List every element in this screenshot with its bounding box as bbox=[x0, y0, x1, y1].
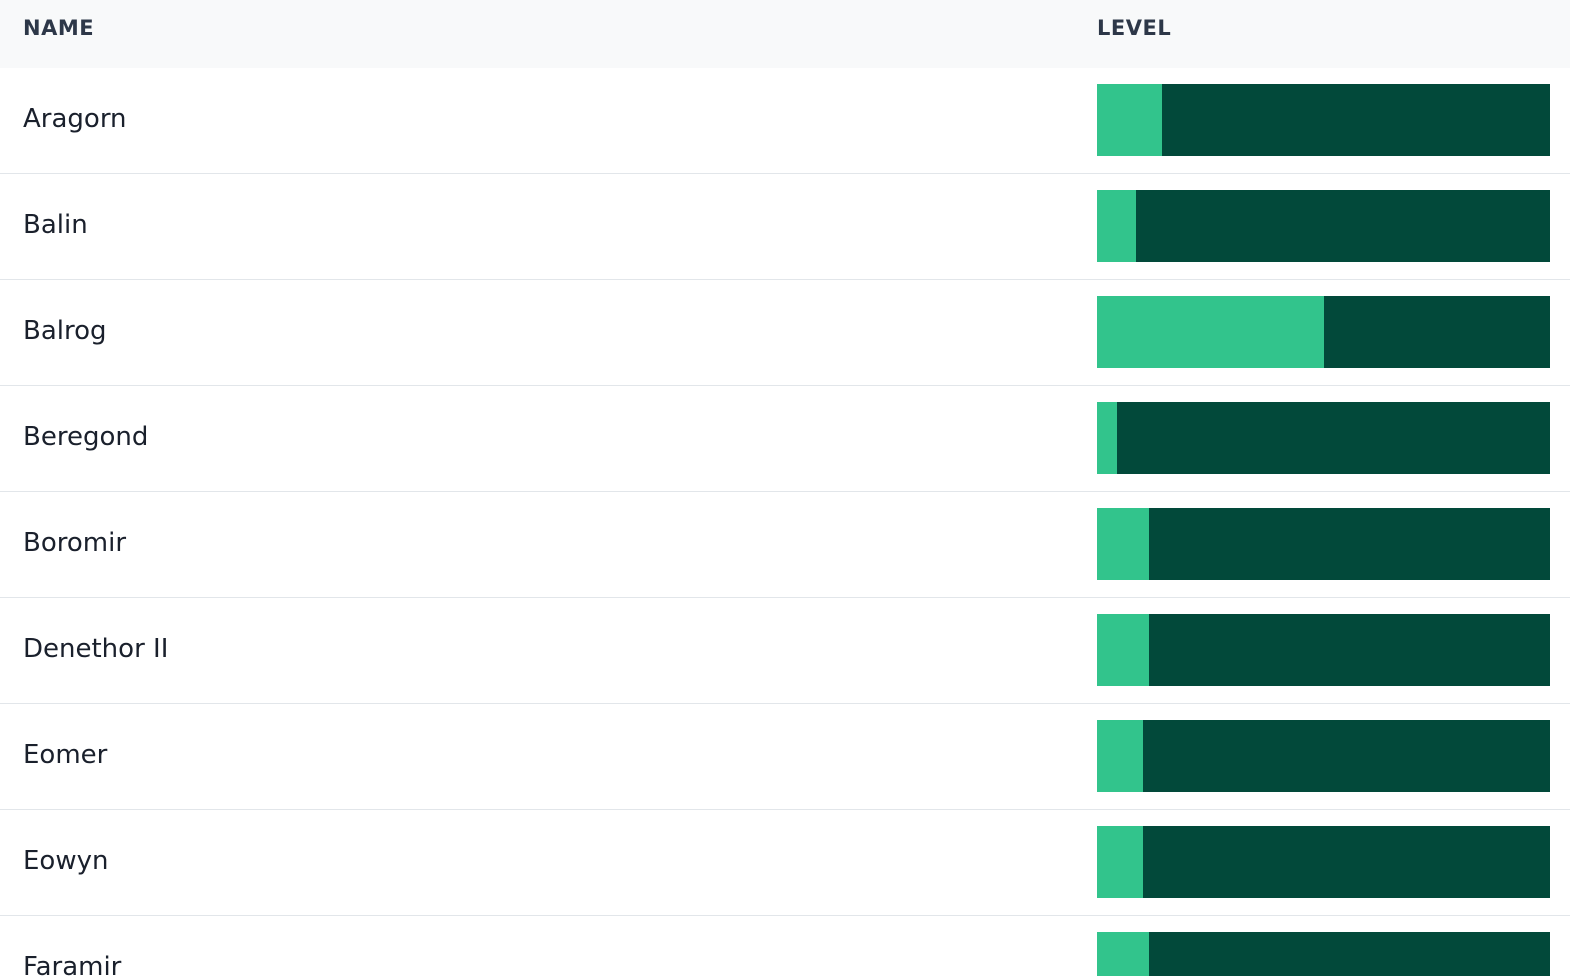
level-bar-fill bbox=[1097, 720, 1143, 792]
level-bar bbox=[1097, 826, 1550, 898]
table-header: NAME LEVEL bbox=[0, 0, 1570, 68]
table-body: Aragorn Balin Balrog Beregond Boromir Denetho… bbox=[0, 68, 1570, 976]
character-name: Boromir bbox=[23, 492, 126, 594]
table-row[interactable]: Balin bbox=[0, 174, 1570, 280]
table-row[interactable]: Balrog bbox=[0, 280, 1570, 386]
level-bar-fill bbox=[1097, 402, 1117, 474]
column-header-level[interactable]: LEVEL bbox=[1097, 0, 1171, 56]
level-bar-fill bbox=[1097, 84, 1162, 156]
level-bar-fill bbox=[1097, 508, 1149, 580]
table-row[interactable]: Eomer bbox=[0, 704, 1570, 810]
level-bar-fill bbox=[1097, 296, 1324, 368]
character-name: Balin bbox=[23, 174, 88, 276]
level-bar-fill bbox=[1097, 614, 1149, 686]
character-name: Eowyn bbox=[23, 810, 108, 912]
character-name: Balrog bbox=[23, 280, 107, 382]
level-bar bbox=[1097, 720, 1550, 792]
column-header-name[interactable]: NAME bbox=[23, 0, 94, 56]
level-bar bbox=[1097, 84, 1550, 156]
character-name: Denethor II bbox=[23, 598, 168, 700]
level-bar-fill bbox=[1097, 932, 1149, 976]
table-row[interactable]: Beregond bbox=[0, 386, 1570, 492]
level-bar-fill bbox=[1097, 190, 1136, 262]
table-row[interactable]: Denethor II bbox=[0, 598, 1570, 704]
level-bar bbox=[1097, 402, 1550, 474]
character-name: Beregond bbox=[23, 386, 148, 488]
character-name: Faramir bbox=[23, 916, 121, 976]
level-bar bbox=[1097, 190, 1550, 262]
level-bar bbox=[1097, 614, 1550, 686]
table-row[interactable]: Faramir bbox=[0, 916, 1570, 976]
table-row[interactable]: Aragorn bbox=[0, 68, 1570, 174]
level-bar bbox=[1097, 932, 1550, 976]
table-row[interactable]: Boromir bbox=[0, 492, 1570, 598]
level-bar bbox=[1097, 508, 1550, 580]
character-name: Aragorn bbox=[23, 68, 127, 170]
table-row[interactable]: Eowyn bbox=[0, 810, 1570, 916]
character-name: Eomer bbox=[23, 704, 107, 806]
level-bar-fill bbox=[1097, 826, 1143, 898]
level-bar bbox=[1097, 296, 1550, 368]
